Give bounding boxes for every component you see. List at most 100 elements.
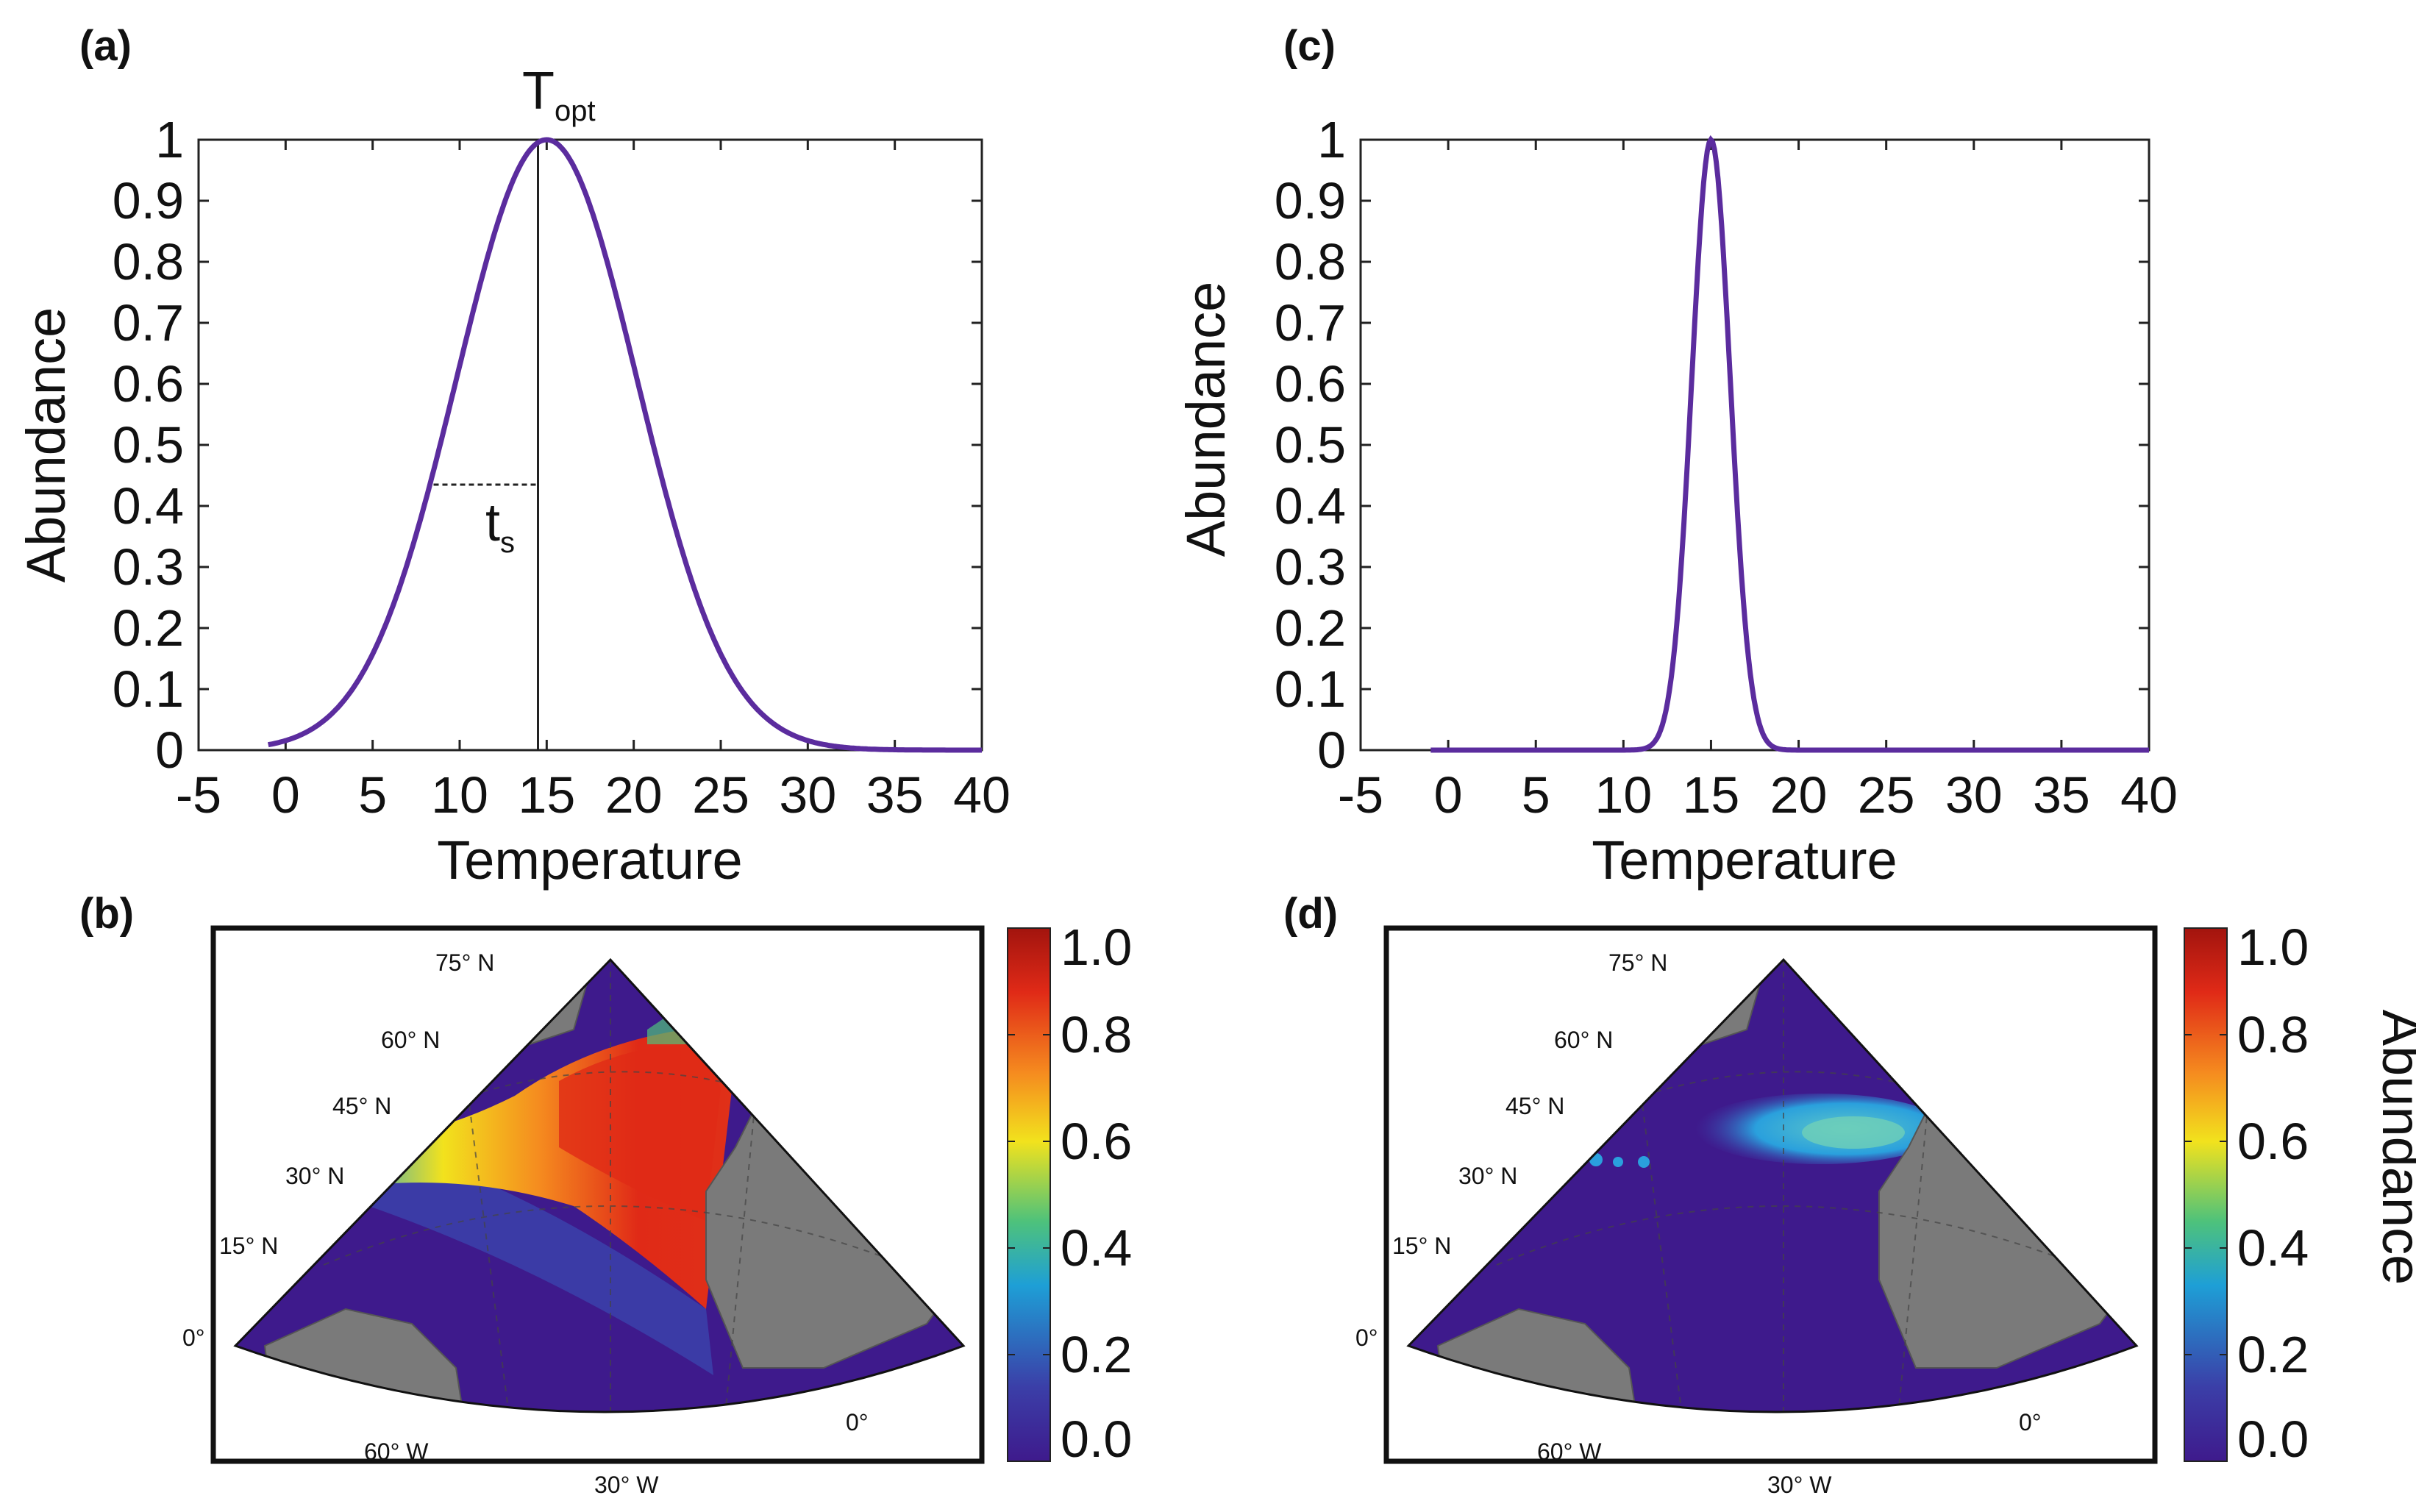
x-axis-title-c: Temperature xyxy=(1592,830,1897,891)
lat-label-60-b: 60° N xyxy=(381,1027,440,1053)
y-tick-label-a-7: 0.7 xyxy=(113,294,184,352)
lon-label-60w-d: 60° W xyxy=(1537,1438,1602,1465)
lat-label-15-d: 15° N xyxy=(1392,1233,1451,1259)
lat-label-15-b: 15° N xyxy=(219,1233,278,1259)
map-b: 75° N 60° N 45° N 30° N 15° N 0° 60° W 3… xyxy=(182,925,985,1498)
lat-label-60-d: 60° N xyxy=(1554,1027,1613,1053)
graticule-d xyxy=(1496,960,2078,1412)
patch-d-2 xyxy=(1613,1157,1623,1167)
colorbar-label-b-3: 0.6 xyxy=(1061,1113,1132,1170)
x-tick-label-a-8: 35 xyxy=(866,766,924,824)
x-ticks-c: -5 0 5 10 15 20 25 30 35 40 xyxy=(1338,140,2178,824)
colorbar-label-d-5: 1.0 xyxy=(2237,919,2309,976)
t-opt-label: Topt xyxy=(522,62,596,127)
x-tick-label-c-1: 0 xyxy=(1434,766,1463,824)
y-axis-title-c: Abundance xyxy=(1175,282,1236,557)
x-tick-label-a-2: 5 xyxy=(358,766,387,824)
t-s-sub: s xyxy=(500,527,515,559)
lon-label-0-b: 0° xyxy=(846,1409,869,1436)
x-tick-label-a-3: 10 xyxy=(431,766,488,824)
x-tick-label-c-3: 10 xyxy=(1594,766,1652,824)
lat-label-45-d: 45° N xyxy=(1505,1093,1564,1119)
map-outline-b xyxy=(233,958,966,1413)
y-ticks-c: 00.10.20.30.40.50.60.70.80.91 xyxy=(1275,111,2149,779)
t-opt-main: T xyxy=(522,62,555,121)
lon-label-0-d: 0° xyxy=(2019,1409,2042,1436)
plot-frame-c xyxy=(1359,138,2150,752)
cool-band-b xyxy=(324,1133,713,1375)
x-tick-label-a-6: 25 xyxy=(692,766,749,824)
plume-b-core xyxy=(559,1044,721,1221)
lat-label-30-d: 30° N xyxy=(1458,1163,1517,1189)
y-tick-label-a-4: 0.4 xyxy=(113,477,184,535)
y-tick-label-a-3: 0.3 xyxy=(113,538,184,596)
lon-label-30w-b: 30° W xyxy=(594,1472,659,1498)
colorbar-label-d-2: 0.4 xyxy=(2237,1219,2309,1277)
y-tick-label-c-3: 0.3 xyxy=(1275,538,1346,596)
x-ticks-a: -5 0 5 10 15 20 25 30 35 40 xyxy=(176,140,1011,824)
x-tick-label-c-4: 15 xyxy=(1683,766,1740,824)
colorbar-label-d-3: 0.6 xyxy=(2237,1113,2309,1170)
map-d: 75° N 60° N 45° N 30° N 15° N 0° 60° W 3… xyxy=(1355,925,2158,1498)
x-tick-label-c-7: 30 xyxy=(1945,766,2003,824)
y-tick-label-c-2: 0.2 xyxy=(1275,599,1346,657)
x-axis-title-a: Temperature xyxy=(437,830,742,891)
panel-label-c: (c) xyxy=(1283,22,1336,70)
x-tick-label-c-0: -5 xyxy=(1338,766,1383,824)
y-ticks-a: 00.10.20.30.40.50.60.70.80.91 xyxy=(113,111,982,779)
panel-label-d: (d) xyxy=(1283,890,1338,938)
x-tick-label-c-8: 35 xyxy=(2033,766,2090,824)
patch-d-3 xyxy=(1638,1156,1650,1168)
colorbar-label: Abundance xyxy=(2371,1010,2416,1285)
lat-label-75-d: 75° N xyxy=(1608,949,1667,976)
t-opt-sub: opt xyxy=(555,95,596,127)
curve-a xyxy=(267,137,982,753)
colorbar-d-ticks: 0.0 0.2 0.4 0.6 0.8 1.0 xyxy=(2184,919,2309,1468)
y-tick-label-a-0: 0 xyxy=(155,721,184,779)
colorbar-b-bar xyxy=(1007,927,1051,1462)
plot-frame-a xyxy=(197,138,983,752)
colorbar-label-d-0: 0.0 xyxy=(2237,1411,2309,1468)
y-tick-label-a-8: 0.8 xyxy=(113,233,184,290)
y-tick-label-c-7: 0.7 xyxy=(1275,294,1346,352)
y-tick-label-c-4: 0.4 xyxy=(1275,477,1346,535)
x-tick-label-a-4: 15 xyxy=(518,766,575,824)
colorbar-label-d-1: 0.2 xyxy=(2237,1326,2309,1383)
colorbar-b: 0.0 0.2 0.4 0.6 0.8 1.0 xyxy=(1007,919,1132,1468)
x-tick-label-c-2: 5 xyxy=(1522,766,1550,824)
lat-label-30-b: 30° N xyxy=(285,1163,344,1189)
graticule-b xyxy=(323,960,905,1412)
colorbar-b-ticks: 0.0 0.2 0.4 0.6 0.8 1.0 xyxy=(1008,919,1132,1468)
x-tick-label-a-7: 30 xyxy=(779,766,836,824)
colorbar-label-b-2: 0.4 xyxy=(1061,1219,1132,1277)
map-outline-d xyxy=(1406,958,2139,1413)
y-tick-label-c-8: 0.8 xyxy=(1275,233,1346,290)
colorbar-label-b-4: 0.8 xyxy=(1061,1006,1132,1063)
x-tick-label-c-6: 25 xyxy=(1858,766,1915,824)
colorbar-d: 0.0 0.2 0.4 0.6 0.8 1.0 Abundance xyxy=(2184,919,2416,1468)
y-axis-title-a: Abundance xyxy=(15,307,76,582)
x-tick-label-a-9: 40 xyxy=(953,766,1011,824)
colorbar-label-d-4: 0.8 xyxy=(2237,1006,2309,1063)
y-tick-label-a-1: 0.1 xyxy=(113,660,184,718)
panel-label-a: (a) xyxy=(79,22,132,70)
t-s-main: t xyxy=(485,493,500,552)
y-tick-label-c-0: 0 xyxy=(1317,721,1346,779)
x-tick-label-c-9: 40 xyxy=(2120,766,2178,824)
y-tick-label-a-2: 0.2 xyxy=(113,599,184,657)
y-tick-label-a-5: 0.5 xyxy=(113,416,184,474)
lat-label-0-b: 0° xyxy=(182,1324,205,1351)
y-tick-label-c-9: 0.9 xyxy=(1275,172,1346,229)
x-tick-label-a-1: 0 xyxy=(271,766,300,824)
lon-label-30w-d: 30° W xyxy=(1767,1472,1832,1498)
x-tick-label-a-0: -5 xyxy=(176,766,221,824)
y-tick-label-c-1: 0.1 xyxy=(1275,660,1346,718)
y-tick-label-a-9: 0.9 xyxy=(113,172,184,229)
colorbar-label-b-5: 1.0 xyxy=(1061,919,1132,976)
panel-label-b: (b) xyxy=(79,890,134,938)
y-tick-label-c-10: 1 xyxy=(1317,111,1346,168)
colorbar-label-b-0: 0.0 xyxy=(1061,1411,1132,1468)
curve-c xyxy=(1430,135,2149,753)
plume-d-core xyxy=(1802,1116,1905,1149)
